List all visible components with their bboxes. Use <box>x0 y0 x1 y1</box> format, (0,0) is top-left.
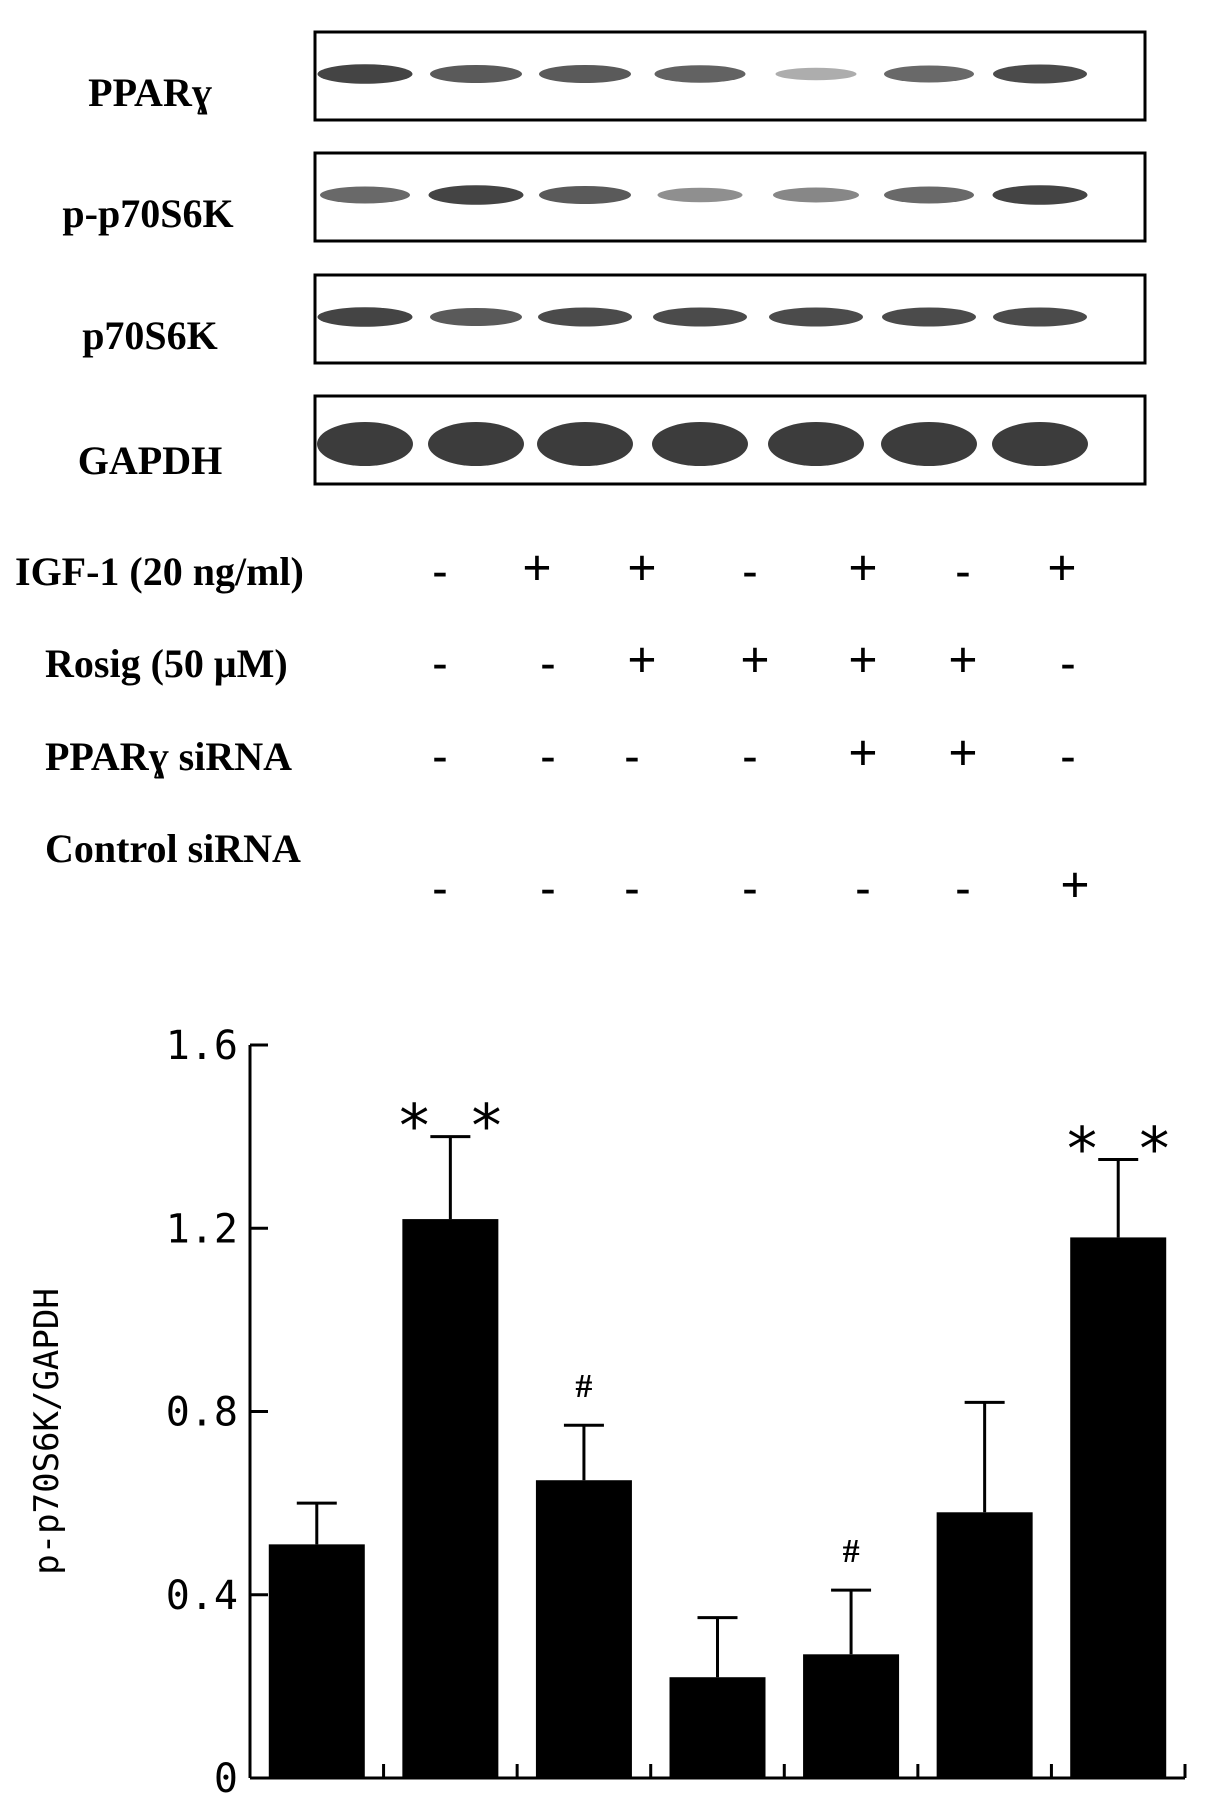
blot-band <box>539 65 631 83</box>
blot-band <box>430 65 522 83</box>
blot-band <box>317 422 413 466</box>
plus-sign: + <box>848 540 878 597</box>
minus-sign: - <box>541 731 556 780</box>
treatment-label: PPARɣ siRNA <box>45 734 292 779</box>
bar <box>936 1512 1033 1778</box>
bar <box>803 1654 900 1778</box>
blot-band <box>993 64 1087 84</box>
blot-band <box>317 307 413 327</box>
blot-band <box>657 187 743 203</box>
blot-band <box>428 185 524 205</box>
minus-sign: - <box>743 546 758 595</box>
western-blot-panel: PPARɣ p-p70S6K p70S6K GAPDH <box>62 30 1147 486</box>
plus-sign: + <box>522 540 552 597</box>
blot-row-label: p70S6K <box>82 313 218 358</box>
y-tick-label: 1.2 <box>166 1206 238 1252</box>
plus-sign: + <box>627 540 657 597</box>
significance-hash: # <box>843 1533 860 1570</box>
blot-band <box>537 422 633 466</box>
minus-sign: - <box>541 863 556 912</box>
minus-sign: - <box>433 731 448 780</box>
blot-row-label: PPARɣ <box>88 70 212 115</box>
minus-sign: - <box>1061 638 1076 687</box>
treatment-table: IGF-1 (20 ng/ml) - + + - + - + Rosig (50 μM) - - + +… <box>15 540 1090 914</box>
y-axis-label: p-p70S6K/GAPDH <box>27 1288 67 1575</box>
treatment-label: IGF-1 (20 ng/ml) <box>15 549 304 594</box>
minus-sign: - <box>433 863 448 912</box>
blot-band <box>539 186 631 204</box>
minus-sign: - <box>856 863 871 912</box>
significance-stars: * * <box>1064 1115 1172 1185</box>
bar <box>268 1544 365 1778</box>
minus-sign: - <box>1061 731 1076 780</box>
plus-sign: + <box>627 632 657 689</box>
minus-sign: - <box>956 546 971 595</box>
blot-band <box>652 422 748 466</box>
minus-sign: - <box>433 638 448 687</box>
y-tick-label: 0.4 <box>166 1573 238 1619</box>
bar-chart: 0 0.4 0.8 1.2 1.6 p-p70S6K/GAPDH * * # # * * <box>27 1023 1187 1800</box>
blot-band <box>768 422 864 466</box>
minus-sign: - <box>625 863 640 912</box>
blot-band <box>884 186 974 204</box>
blot-row-label: GAPDH <box>78 438 222 483</box>
plus-sign: + <box>948 632 978 689</box>
plus-sign: + <box>948 725 978 782</box>
blot-band <box>993 307 1087 327</box>
blot-band <box>430 308 522 326</box>
y-tick-label: 0.8 <box>166 1390 238 1436</box>
minus-sign: - <box>743 731 758 780</box>
blot-band <box>884 65 974 83</box>
bar <box>402 1219 499 1778</box>
blot-row-label: p-p70S6K <box>62 191 233 236</box>
plus-sign: + <box>848 725 878 782</box>
blot-band <box>428 422 524 466</box>
plus-sign: + <box>1060 857 1090 914</box>
blot-band <box>773 187 859 203</box>
minus-sign: - <box>625 731 640 780</box>
minus-sign: - <box>433 546 448 595</box>
bar <box>669 1677 766 1778</box>
minus-sign: - <box>541 638 556 687</box>
blot-band <box>320 186 410 204</box>
minus-sign: - <box>743 863 758 912</box>
plus-sign: + <box>848 632 878 689</box>
significance-stars: * * <box>396 1092 504 1162</box>
y-tick-label: 0 <box>214 1756 238 1795</box>
blot-band <box>882 307 976 327</box>
blot-band <box>881 422 977 466</box>
blot-band <box>992 185 1088 205</box>
blot-band <box>653 307 747 327</box>
significance-hash: # <box>575 1368 592 1405</box>
plus-sign: + <box>740 632 770 689</box>
bar <box>535 1480 632 1778</box>
blot-band <box>538 307 632 327</box>
blot-band <box>654 65 746 83</box>
y-tick-label: 1.6 <box>166 1023 238 1069</box>
treatment-label: Control siRNA <box>45 826 301 871</box>
blot-band <box>769 307 863 327</box>
blot-band <box>992 422 1088 466</box>
bar <box>1070 1237 1167 1778</box>
blot-band <box>775 67 857 81</box>
blot-band <box>317 64 413 84</box>
treatment-label: Rosig (50 μM) <box>45 641 288 686</box>
minus-sign: - <box>956 863 971 912</box>
plus-sign: + <box>1047 540 1077 597</box>
